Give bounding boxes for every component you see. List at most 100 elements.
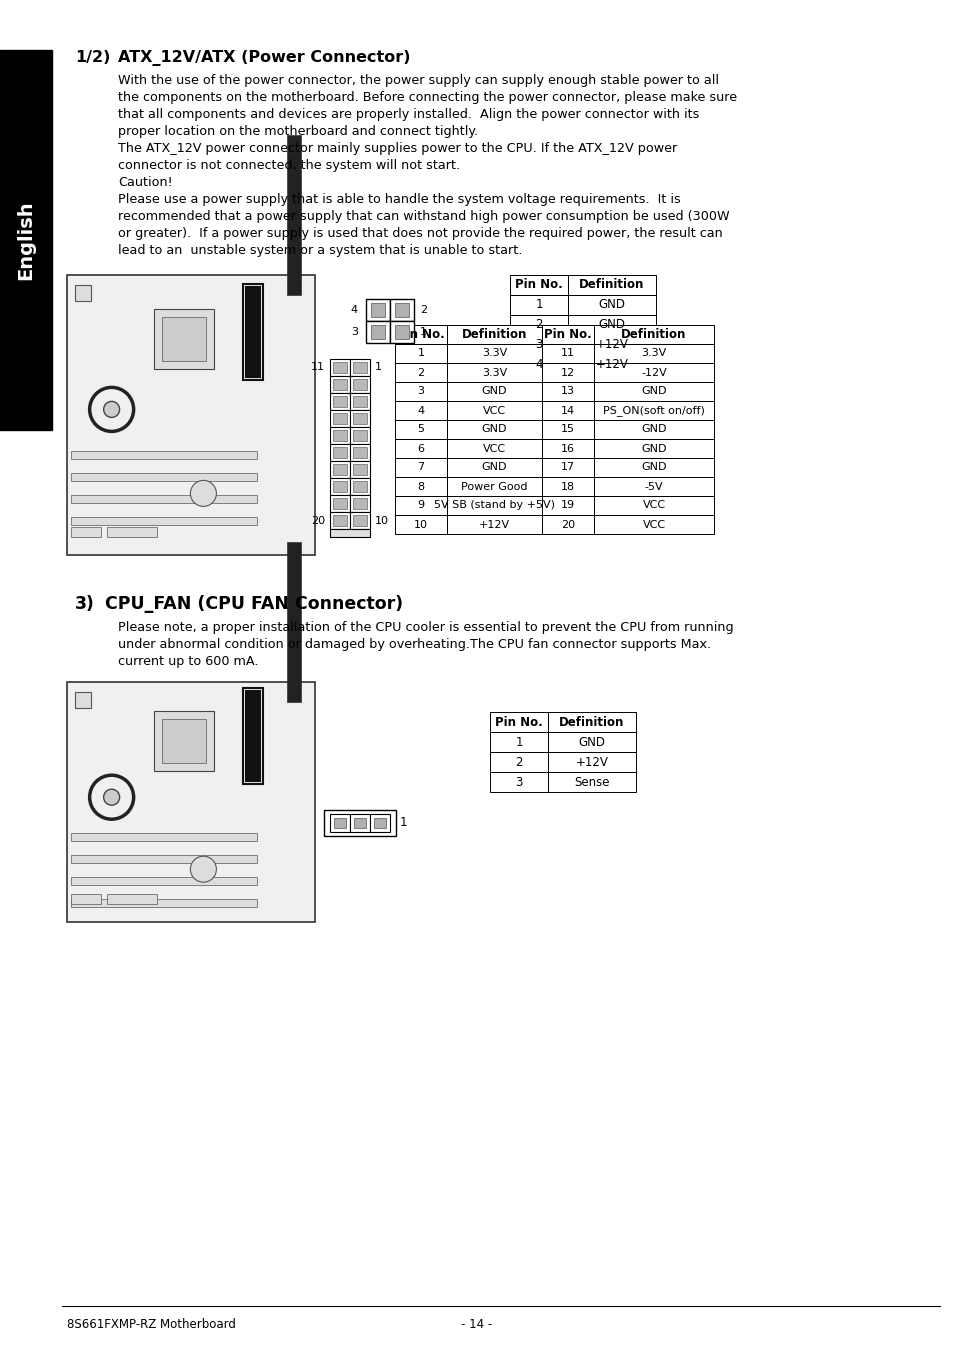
Bar [242, 688, 262, 784]
Bar [594, 439, 713, 458]
Bar [71, 451, 256, 459]
Bar [594, 344, 713, 363]
Bar [510, 315, 567, 334]
Bar [447, 515, 541, 533]
Bar [353, 464, 367, 475]
Bar [350, 460, 370, 478]
Bar [371, 325, 385, 338]
Bar [75, 284, 91, 301]
Bar [333, 464, 347, 475]
Bar [490, 733, 547, 751]
Bar [71, 494, 256, 502]
Text: +12V: +12V [595, 359, 628, 371]
Text: 16: 16 [560, 444, 575, 454]
Bar [541, 325, 594, 344]
Bar [107, 894, 157, 904]
Bar [353, 498, 367, 509]
Bar [350, 496, 370, 512]
Text: 3): 3) [75, 594, 94, 613]
Bar [162, 719, 206, 762]
Bar [330, 512, 350, 529]
Text: 11: 11 [560, 348, 575, 359]
Text: 18: 18 [560, 482, 575, 492]
Bar [287, 542, 301, 701]
Bar [0, 50, 52, 431]
Bar [162, 317, 206, 360]
Text: 3: 3 [351, 328, 357, 337]
Bar [333, 379, 347, 390]
Text: The ATX_12V power connector mainly supplies power to the CPU. If the ATX_12V pow: The ATX_12V power connector mainly suppl… [118, 142, 677, 154]
Bar [547, 751, 636, 772]
Text: ATX_12V/ATX (Power Connector): ATX_12V/ATX (Power Connector) [118, 50, 410, 66]
Text: GND: GND [598, 318, 625, 332]
Bar [353, 481, 367, 492]
Bar [330, 529, 370, 538]
Text: 20: 20 [560, 520, 575, 529]
Text: Definition: Definition [461, 328, 527, 341]
Bar [330, 359, 350, 376]
Bar [510, 275, 567, 295]
Text: 10: 10 [414, 520, 428, 529]
Text: 14: 14 [560, 405, 575, 416]
Text: the components on the motherboard. Before connecting the power connector, please: the components on the motherboard. Befor… [118, 91, 737, 104]
Bar [71, 899, 256, 907]
Bar [447, 458, 541, 477]
Bar [541, 344, 594, 363]
Bar [330, 478, 350, 496]
Text: proper location on the motherboard and connect tightly.: proper location on the motherboard and c… [118, 125, 477, 138]
Bar [541, 458, 594, 477]
Bar [395, 344, 447, 363]
Bar [67, 275, 314, 555]
Bar [242, 284, 262, 380]
Bar [490, 772, 547, 792]
Text: 8: 8 [417, 482, 424, 492]
Text: 10: 10 [375, 516, 389, 525]
Text: 3.3V: 3.3V [640, 348, 666, 359]
Text: 2: 2 [515, 756, 522, 769]
Text: With the use of the power connector, the power supply can supply enough stable p: With the use of the power connector, the… [118, 74, 719, 87]
Text: 19: 19 [560, 501, 575, 510]
Bar [353, 447, 367, 458]
Bar [547, 733, 636, 751]
Bar [567, 334, 656, 355]
Bar [153, 309, 213, 368]
Text: connector is not connected, the system will not start.: connector is not connected, the system w… [118, 158, 459, 172]
Bar [333, 413, 347, 424]
Text: 3: 3 [417, 386, 424, 397]
Text: 2: 2 [535, 318, 542, 332]
Text: 1: 1 [375, 363, 381, 372]
Bar [75, 692, 91, 708]
Text: -5V: -5V [644, 482, 662, 492]
Text: +12V: +12V [595, 338, 628, 352]
Text: 13: 13 [560, 386, 575, 397]
Text: Sense: Sense [574, 776, 609, 788]
Circle shape [191, 481, 216, 506]
Text: or greater).  If a power supply is used that does not provide the required power: or greater). If a power supply is used t… [118, 227, 722, 240]
Bar [447, 420, 541, 439]
Text: 5: 5 [417, 425, 424, 435]
Text: Pin No.: Pin No. [515, 279, 562, 291]
Text: current up to 600 mA.: current up to 600 mA. [118, 655, 258, 668]
Bar [350, 444, 370, 460]
Bar [567, 355, 656, 375]
Text: English: English [16, 200, 35, 280]
Bar [447, 477, 541, 496]
Bar [390, 321, 414, 343]
Bar [334, 818, 346, 829]
Text: Pin No.: Pin No. [495, 715, 542, 728]
Bar [374, 818, 386, 829]
Bar [447, 496, 541, 515]
Text: 4: 4 [417, 405, 424, 416]
Bar [353, 362, 367, 372]
Text: GND: GND [640, 463, 666, 473]
Text: Please use a power supply that is able to handle the system voltage requirements: Please use a power supply that is able t… [118, 194, 680, 206]
Bar [395, 382, 447, 401]
Bar [350, 410, 370, 427]
Text: 1: 1 [417, 348, 424, 359]
Text: 4: 4 [535, 359, 542, 371]
Text: 3: 3 [515, 776, 522, 788]
Bar [353, 413, 367, 424]
Bar [395, 496, 447, 515]
Text: PS_ON(soft on/off): PS_ON(soft on/off) [602, 405, 704, 416]
Bar [245, 691, 259, 781]
